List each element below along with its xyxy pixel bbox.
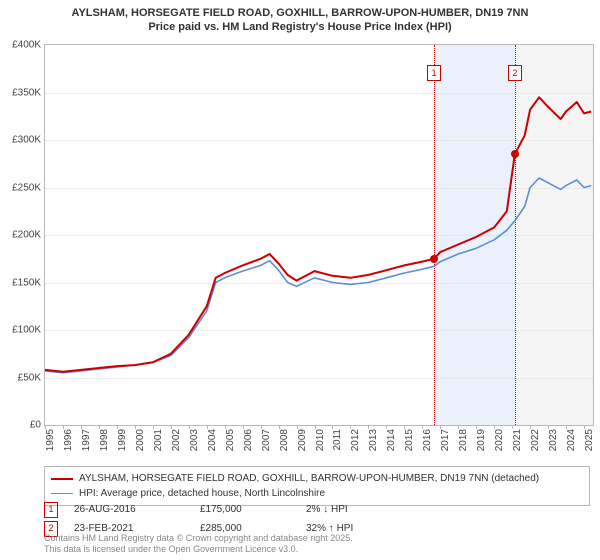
x-axis-label: 2011 — [332, 429, 343, 451]
legend-item-hpi: HPI: Average price, detached house, Nort… — [51, 486, 583, 501]
x-axis-label: 2010 — [315, 429, 326, 451]
x-axis-label: 2023 — [548, 429, 559, 451]
chart-title: AYLSHAM, HORSEGATE FIELD ROAD, GOXHILL, … — [0, 0, 600, 35]
x-axis-label: 2025 — [584, 429, 595, 451]
series-svg — [45, 45, 593, 425]
footer-line-1: Contains HM Land Registry data © Crown c… — [44, 533, 353, 545]
x-axis-label: 2020 — [494, 429, 505, 451]
legend-label: AYLSHAM, HORSEGATE FIELD ROAD, GOXHILL, … — [79, 471, 539, 486]
title-line-1: AYLSHAM, HORSEGATE FIELD ROAD, GOXHILL, … — [0, 6, 600, 20]
footer-line-2: This data is licensed under the Open Gov… — [44, 544, 353, 556]
chart-plot-area: £0£50K£100K£150K£200K£250K£300K£350K£400… — [44, 44, 594, 426]
x-axis-label: 1996 — [63, 429, 74, 451]
y-axis-label: £250K — [12, 182, 41, 193]
x-axis-label: 2015 — [404, 429, 415, 451]
y-axis-label: £0 — [30, 420, 41, 431]
marker-delta: 2% ↓ HPI — [306, 500, 416, 519]
y-axis-label: £100K — [12, 325, 41, 336]
x-axis-label: 2002 — [171, 429, 182, 451]
y-axis-label: £350K — [12, 87, 41, 98]
x-axis-label: 2024 — [566, 429, 577, 451]
x-axis-label: 2019 — [476, 429, 487, 451]
legend-item-property: AYLSHAM, HORSEGATE FIELD ROAD, GOXHILL, … — [51, 471, 583, 486]
y-axis-label: £400K — [12, 40, 41, 51]
x-axis-label: 2022 — [530, 429, 541, 451]
x-axis-label: 2008 — [279, 429, 290, 451]
x-axis-label: 2007 — [261, 429, 272, 451]
y-axis-label: £300K — [12, 135, 41, 146]
x-axis-label: 2017 — [440, 429, 451, 451]
marker-badge-1: 1 — [44, 502, 58, 518]
x-axis-label: 2005 — [225, 429, 236, 451]
x-axis-label: 2000 — [135, 429, 146, 451]
x-axis-label: 1998 — [99, 429, 110, 451]
marker-price: £175,000 — [200, 500, 290, 519]
x-axis-label: 2018 — [458, 429, 469, 451]
x-axis-label: 2012 — [350, 429, 361, 451]
y-axis-label: £200K — [12, 230, 41, 241]
x-axis-label: 1999 — [117, 429, 128, 451]
x-axis-label: 2006 — [243, 429, 254, 451]
x-axis-label: 2004 — [207, 429, 218, 451]
x-axis-label: 2014 — [386, 429, 397, 451]
y-axis-label: £150K — [12, 277, 41, 288]
x-axis-label: 2021 — [512, 429, 523, 451]
legend-swatch — [51, 493, 73, 494]
x-axis-label: 2001 — [153, 429, 164, 451]
x-axis-label: 1997 — [81, 429, 92, 451]
series-line-hpi — [45, 178, 591, 373]
marker-dot — [511, 150, 519, 158]
series-line-property — [45, 97, 591, 372]
marker-row: 1 26-AUG-2016 £175,000 2% ↓ HPI — [44, 500, 416, 519]
marker-date: 26-AUG-2016 — [74, 500, 184, 519]
x-axis-label: 1995 — [45, 429, 56, 451]
x-axis-label: 2003 — [189, 429, 200, 451]
legend-label: HPI: Average price, detached house, Nort… — [79, 486, 325, 501]
footer-attribution: Contains HM Land Registry data © Crown c… — [44, 533, 353, 556]
legend-swatch — [51, 478, 73, 480]
x-axis-label: 2009 — [297, 429, 308, 451]
title-line-2: Price paid vs. HM Land Registry's House … — [0, 20, 600, 34]
y-axis-label: £50K — [18, 372, 41, 383]
marker-dot — [430, 255, 438, 263]
x-axis-label: 2016 — [422, 429, 433, 451]
x-axis-label: 2013 — [368, 429, 379, 451]
